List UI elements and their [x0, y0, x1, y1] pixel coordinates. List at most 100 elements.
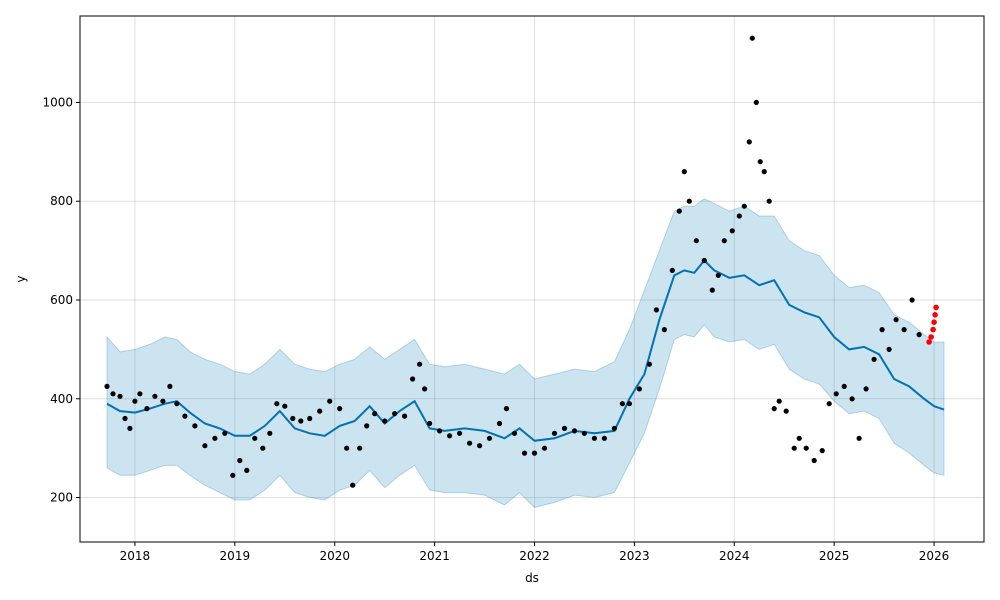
observed-point: [791, 445, 797, 451]
observed-point: [327, 398, 333, 404]
y-tick-label: 800: [50, 194, 73, 208]
observed-point: [863, 386, 869, 392]
plot-frame: [79, 15, 985, 543]
observed-point: [160, 398, 166, 404]
forecast-line: [106, 259, 945, 442]
observed-point: [410, 376, 416, 382]
observed-point: [350, 482, 356, 488]
observed-point: [709, 287, 715, 293]
observed-point: [104, 383, 110, 389]
observed-point: [736, 213, 742, 219]
observed-point: [841, 383, 847, 389]
x-tick-label: 2024: [719, 549, 750, 563]
observed-point: [122, 415, 128, 422]
observed-point: [298, 418, 304, 424]
observed-point: [503, 406, 510, 412]
x-tick-label: 2026: [919, 549, 950, 563]
x-tick-label: 2021: [419, 549, 450, 563]
recent-point: [933, 304, 939, 311]
observed-point: [571, 428, 578, 434]
observed-point: [661, 327, 668, 333]
observed-point: [619, 401, 626, 407]
observed-point: [307, 415, 313, 422]
observed-point: [182, 413, 188, 419]
y-axis-label: y: [14, 275, 28, 282]
observed-point: [901, 327, 907, 333]
observed-point: [646, 361, 653, 367]
observed-point: [833, 391, 839, 397]
observed-point: [237, 457, 243, 464]
observed-point: [676, 208, 682, 214]
observed-point: [561, 425, 568, 431]
observed-point: [653, 307, 660, 313]
observed-point: [252, 435, 258, 441]
x-axis-ticks: 2018 2019 2020 2021 2022 2023 2024 2025 2026: [120, 542, 950, 563]
x-tick-label: 2023: [619, 549, 650, 563]
observed-point: [856, 435, 862, 441]
observed-point: [290, 415, 296, 422]
y-tick-label: 200: [50, 491, 73, 505]
recent-points-layer: [926, 304, 939, 345]
observed-point: [344, 445, 350, 451]
forecast-line-layer: [106, 259, 945, 442]
recent-point: [932, 312, 938, 318]
observed-point: [681, 169, 687, 175]
observed-point: [274, 401, 280, 407]
observed-point: [260, 445, 266, 451]
observed-point: [749, 35, 755, 41]
observed-point: [893, 317, 899, 323]
y-axis-ticks: 200 400 600 800 1000: [42, 95, 80, 505]
observed-point: [427, 420, 433, 427]
observed-point: [916, 332, 922, 338]
observed-point: [486, 435, 493, 441]
observed-point: [721, 238, 727, 244]
observed-point: [886, 346, 892, 352]
observed-point: [686, 198, 692, 204]
observed-points-layer: [104, 35, 922, 488]
observed-point: [871, 356, 877, 362]
observed-point: [766, 198, 772, 204]
observed-point: [757, 159, 763, 165]
observed-point: [457, 430, 463, 436]
observed-point: [496, 420, 503, 427]
x-tick-label: 2019: [220, 549, 251, 563]
observed-point: [581, 430, 588, 436]
observed-point: [521, 450, 528, 456]
observed-point: [167, 383, 173, 389]
observed-point: [357, 445, 363, 451]
observed-point: [776, 398, 782, 404]
observed-point: [811, 457, 817, 464]
observed-point: [879, 327, 885, 333]
observed-point: [753, 99, 759, 105]
observed-point: [729, 228, 735, 234]
observed-point: [174, 401, 180, 407]
observed-point: [417, 361, 423, 367]
y-tick-label: 400: [50, 392, 73, 406]
observed-point: [222, 430, 228, 436]
observed-point: [212, 435, 218, 441]
observed-point: [849, 396, 855, 402]
y-tick-label: 600: [50, 293, 73, 307]
observed-point: [591, 435, 598, 441]
observed-point: [803, 445, 809, 451]
recent-point: [931, 319, 937, 326]
observed-point: [372, 411, 378, 417]
observed-point: [192, 423, 198, 429]
observed-point: [132, 398, 138, 404]
observed-point: [267, 430, 273, 436]
observed-point: [636, 386, 643, 392]
observed-point: [477, 443, 483, 449]
x-tick-label: 2022: [519, 549, 550, 563]
observed-point: [819, 448, 825, 454]
observed-point: [601, 435, 608, 441]
observed-point: [230, 472, 236, 478]
observed-point: [531, 450, 538, 456]
grid-lines: [80, 16, 984, 542]
observed-point: [551, 430, 558, 436]
y-tick-label: 1000: [42, 95, 73, 109]
observed-point: [746, 139, 752, 145]
observed-point: [437, 428, 443, 434]
observed-point: [447, 433, 453, 439]
